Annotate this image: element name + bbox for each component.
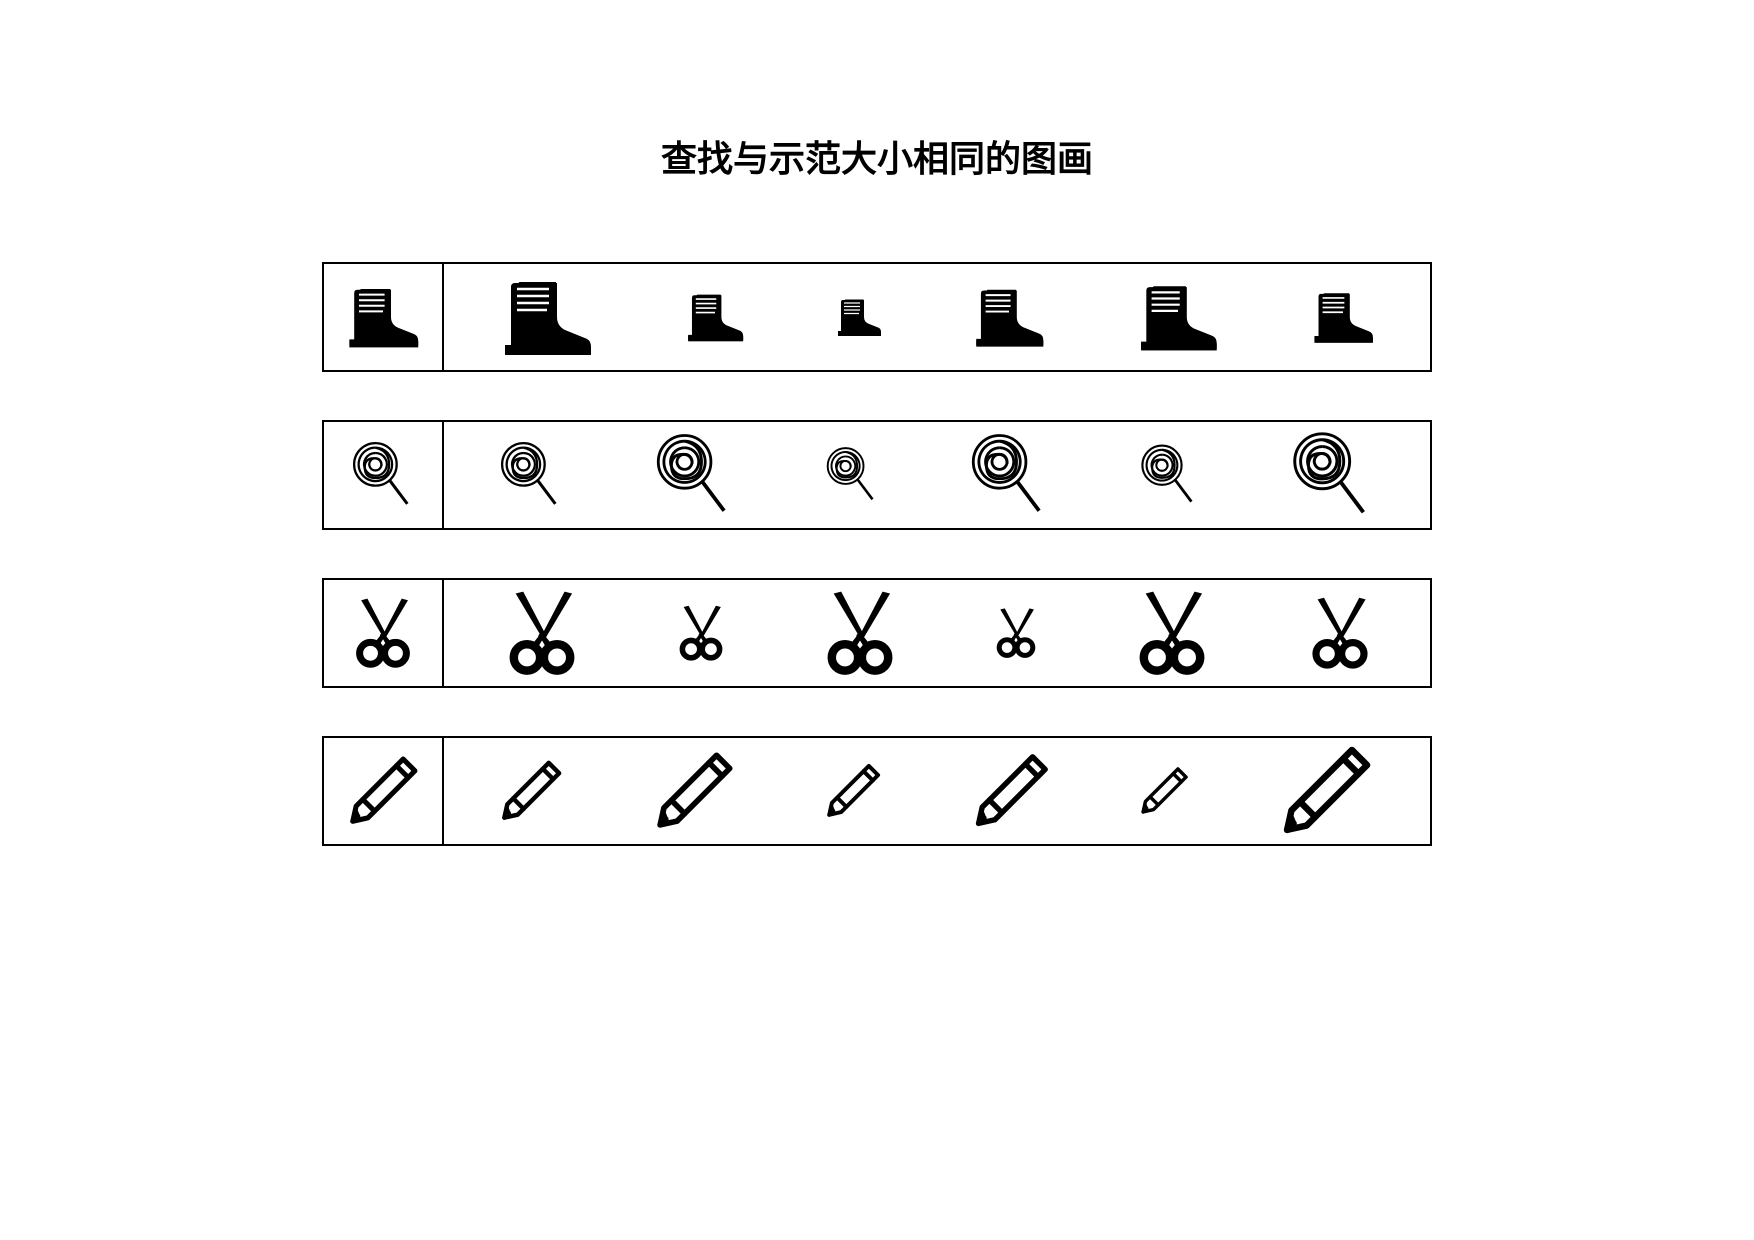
pencil-option-icon[interactable] xyxy=(1272,737,1380,845)
scissors-option-icon[interactable] xyxy=(495,586,589,680)
pencil-option-icon[interactable] xyxy=(647,744,741,838)
boot-option-icon[interactable] xyxy=(834,292,884,342)
lollipop-option-icon[interactable] xyxy=(647,428,741,522)
scissors-option-icon[interactable] xyxy=(1125,586,1219,680)
boot-option-icon[interactable] xyxy=(970,278,1048,356)
example-cell xyxy=(324,422,444,528)
example-cell xyxy=(324,738,444,844)
scissors-option-icon[interactable] xyxy=(988,605,1044,661)
example-cell xyxy=(324,580,444,686)
lollipop-option-icon[interactable] xyxy=(1134,440,1204,510)
pencil-option-icon[interactable] xyxy=(494,754,568,828)
scissors-option-icon[interactable] xyxy=(1300,593,1380,673)
exercise-row xyxy=(322,262,1432,372)
exercise-row xyxy=(322,578,1432,688)
scissors-option-icon[interactable] xyxy=(670,602,732,664)
boot-option-icon[interactable] xyxy=(1309,283,1377,351)
boot-icon xyxy=(343,277,423,357)
worksheet-page: 查找与示范大小相同的图画 xyxy=(0,0,1754,1240)
options-cell xyxy=(444,422,1430,528)
rows-container xyxy=(322,262,1432,846)
lollipop-option-icon[interactable] xyxy=(1283,426,1381,524)
options-cell xyxy=(444,264,1430,370)
exercise-row xyxy=(322,420,1432,530)
boot-option-icon[interactable] xyxy=(1134,273,1222,361)
boot-option-icon[interactable] xyxy=(497,267,597,367)
pencil-icon xyxy=(341,749,425,833)
scissors-icon xyxy=(344,594,422,672)
example-cell xyxy=(324,264,444,370)
scissors-option-icon[interactable] xyxy=(813,586,907,680)
pencil-option-icon[interactable] xyxy=(820,758,886,824)
lollipop-option-icon[interactable] xyxy=(962,428,1056,522)
boot-option-icon[interactable] xyxy=(683,285,747,349)
exercise-row xyxy=(322,736,1432,846)
lollipop-option-icon[interactable] xyxy=(820,443,884,507)
lollipop-icon xyxy=(345,437,421,513)
pencil-option-icon[interactable] xyxy=(966,746,1056,836)
lollipop-option-icon[interactable] xyxy=(493,437,569,513)
page-title: 查找与示范大小相同的图画 xyxy=(0,130,1754,182)
options-cell xyxy=(444,738,1430,844)
options-cell xyxy=(444,580,1430,686)
pencil-option-icon[interactable] xyxy=(1135,762,1193,820)
